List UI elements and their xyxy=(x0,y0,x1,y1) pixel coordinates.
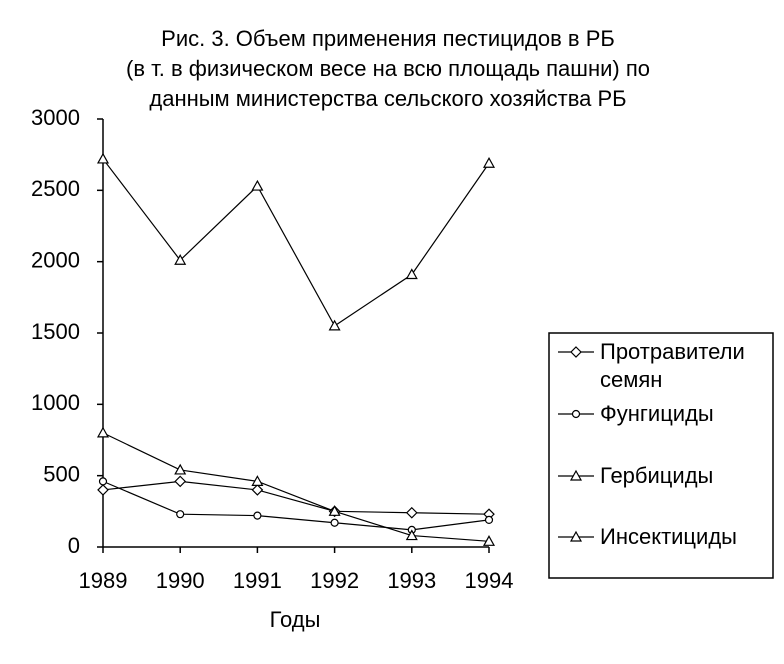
y-tick-label: 2000 xyxy=(31,247,80,272)
marker xyxy=(484,515,494,524)
x-tick-label: 1991 xyxy=(233,568,282,593)
marker xyxy=(328,505,341,516)
y-tick-label: 2500 xyxy=(31,176,80,201)
legend-marker xyxy=(569,469,583,481)
y-tick-label: 500 xyxy=(43,461,80,486)
legend-marker xyxy=(571,409,581,419)
marker xyxy=(405,529,418,541)
legend-marker xyxy=(570,346,582,358)
series-line xyxy=(102,158,490,327)
marker xyxy=(251,179,264,191)
marker xyxy=(174,254,187,265)
marker xyxy=(251,484,264,496)
marker xyxy=(174,475,187,488)
legend-label: Фунгициды xyxy=(600,401,714,426)
marker xyxy=(482,535,496,546)
chart-title: (в т. в физическом весе на всю площадь п… xyxy=(126,56,650,81)
series-line xyxy=(102,432,490,542)
legend-entry: Гербициды xyxy=(600,463,714,488)
marker xyxy=(253,511,262,520)
marker xyxy=(405,506,418,519)
series-line xyxy=(102,480,490,515)
legend-entry: Фунгициды xyxy=(600,401,714,426)
series-line xyxy=(102,480,490,531)
legend-label: Инсектициды xyxy=(600,524,737,549)
legend-entry: Инсектициды xyxy=(600,524,737,549)
x-tick-label: 1989 xyxy=(79,568,128,593)
legend-label: Гербициды xyxy=(600,463,714,488)
y-tick-label: 0 xyxy=(68,533,80,558)
marker xyxy=(96,426,110,438)
legend-marker xyxy=(569,530,583,542)
marker xyxy=(482,156,496,168)
marker xyxy=(97,484,109,496)
marker xyxy=(96,152,110,164)
marker xyxy=(174,463,187,475)
chart-title: данным министерства сельского хозяйства … xyxy=(149,86,626,111)
marker xyxy=(328,319,341,331)
x-tick-label: 1992 xyxy=(310,568,359,593)
legend-entry: Протравители семян xyxy=(600,339,745,392)
marker xyxy=(405,268,418,280)
marker xyxy=(330,518,339,527)
chart-title: Рис. 3. Объем применения пестицидов в РБ xyxy=(161,26,615,51)
marker xyxy=(176,510,185,519)
y-tick-label: 3000 xyxy=(31,105,80,130)
x-tick-label: 1993 xyxy=(387,568,436,593)
x-axis-label: Годы xyxy=(270,607,321,632)
x-tick-label: 1994 xyxy=(465,568,514,593)
marker xyxy=(251,475,264,486)
y-tick-label: 1500 xyxy=(31,319,80,344)
marker xyxy=(98,477,108,486)
y-tick-label: 1000 xyxy=(31,390,80,415)
x-tick-label: 1990 xyxy=(156,568,205,593)
legend-label: Протравители семян xyxy=(600,339,745,392)
